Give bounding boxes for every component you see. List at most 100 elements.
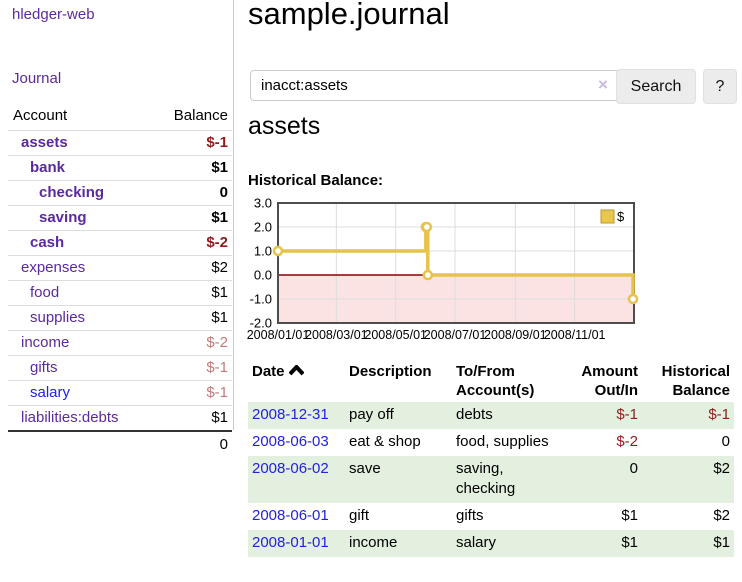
help-button[interactable]: ? <box>703 69 737 104</box>
account-row: supplies $1 <box>8 305 232 330</box>
transaction-cell: $-1 <box>616 406 638 423</box>
transaction-date-link[interactable]: 2008-01-01 <box>252 534 329 551</box>
account-row: cash $-2 <box>8 230 232 255</box>
transaction-row: 2008-01-01 income salary $1 $1 <box>248 530 734 557</box>
y-tick-label: -2.0 <box>250 316 272 331</box>
search-form: × Search ? <box>248 69 742 105</box>
account-link-income[interactable]: income <box>21 334 70 351</box>
search-button[interactable]: Search <box>616 69 696 104</box>
account-page-title: assets <box>248 112 321 140</box>
x-tick-label: 2008/03/01 <box>305 328 368 342</box>
y-tick-label: -1.0 <box>250 292 272 307</box>
account-row: checking 0 <box>8 180 232 205</box>
transaction-date-cell: 2008-01-01 <box>248 530 345 557</box>
main-content: sample.journal × Search ? assets Histori… <box>247 0 742 582</box>
transaction-row: 2008-06-03 eat & shop food, supplies $-2 0 <box>248 429 734 456</box>
account-link-saving[interactable]: saving <box>39 209 87 226</box>
transaction-cell: 0 <box>629 460 638 477</box>
accounts-table: Account Balance assets $-1 bank $1 checking 0… <box>8 103 232 457</box>
historical-balance-chart: 3.0 2.0 1.0 0.0 -1.0 -2.02008/01/012008/03/01… <box>247 196 639 342</box>
account-balance: $-1 <box>206 134 228 151</box>
account-balance: $1 <box>211 284 228 301</box>
account-balance: $-2 <box>206 334 228 351</box>
transaction-cell: 0 <box>721 433 730 450</box>
data-point-marker <box>421 221 433 233</box>
y-tick-label: 1.0 <box>254 244 272 259</box>
account-balance: $1 <box>211 209 228 226</box>
account-balance: $1 <box>211 309 228 326</box>
col-header-date[interactable]: Date <box>248 360 345 402</box>
account-row: gifts $-1 <box>8 355 232 380</box>
chart-label: Historical Balance: <box>248 172 384 189</box>
transaction-date-cell: 2008-06-03 <box>248 429 345 456</box>
account-balance: $1 <box>211 409 228 426</box>
account-balance: $-1 <box>206 359 228 376</box>
account-link-expenses[interactable]: expenses <box>21 259 86 276</box>
x-tick-label: 2008/01/01 <box>247 328 310 342</box>
account-link-supplies[interactable]: supplies <box>30 309 86 326</box>
transaction-date-link[interactable]: 2008-06-02 <box>252 460 329 477</box>
x-tick-label: 2008/07/01 <box>424 328 487 342</box>
transaction-row: 2008-12-31 pay off debts $-1 $-1 <box>248 402 734 429</box>
legend-label: $ <box>617 209 625 224</box>
col-header-amount[interactable]: Amount Out/In <box>581 363 638 399</box>
account-link-cash[interactable]: cash <box>30 234 65 251</box>
transaction-cell: eat & shop <box>349 433 421 450</box>
search-input[interactable] <box>250 70 634 101</box>
transaction-date-cell: 2008-06-02 <box>248 456 345 503</box>
sidebar: hledger-web Journal Account Balance asse… <box>0 0 234 453</box>
transaction-cell: $1 <box>713 534 730 551</box>
sidebar-item-journal[interactable]: Journal <box>12 70 62 87</box>
transaction-cell: saving, checking <box>456 460 516 497</box>
col-header-accounts[interactable]: To/From Account(s) <box>456 363 535 399</box>
brand-link[interactable]: hledger-web <box>12 6 95 23</box>
account-link-bank[interactable]: bank <box>30 159 66 176</box>
y-tick-label: 3.0 <box>254 196 272 211</box>
account-link-liabilities-debts[interactable]: liabilities:debts <box>21 409 119 426</box>
col-header-balance[interactable]: Historical Balance <box>661 363 730 399</box>
transaction-cell: income <box>349 534 398 551</box>
account-row: bank $1 <box>8 155 232 180</box>
account-balance: $1 <box>211 159 228 176</box>
account-row: expenses $2 <box>8 255 232 280</box>
x-tick-label: 2008/09/01 <box>484 328 547 342</box>
accounts-total-row: 0 <box>8 430 232 457</box>
transaction-cell: $1 <box>621 507 638 524</box>
account-row: saving $1 <box>8 205 232 230</box>
account-link-food[interactable]: food <box>30 284 60 301</box>
accounts-table-header: Account Balance <box>8 103 232 130</box>
transaction-date-link[interactable]: 2008-12-31 <box>252 406 329 423</box>
account-balance: $2 <box>211 259 228 276</box>
transaction-row: 2008-06-02 save saving, checking 0 $2 <box>248 456 734 503</box>
account-row: salary $-1 <box>8 380 232 405</box>
transaction-cell: $-1 <box>708 406 730 423</box>
transaction-cell: gift <box>349 507 370 524</box>
legend-swatch <box>600 209 615 224</box>
transaction-date-link[interactable]: 2008-06-01 <box>252 507 329 524</box>
transaction-cell: salary <box>456 534 497 551</box>
transaction-cell: debts <box>456 406 493 423</box>
sort-ascending-icon <box>288 362 304 381</box>
account-balance: $-1 <box>206 384 228 401</box>
total-balance: 0 <box>219 436 228 453</box>
transaction-date-cell: 2008-06-01 <box>248 503 345 530</box>
account-link-gifts[interactable]: gifts <box>30 359 58 376</box>
transaction-cell: pay off <box>349 406 394 423</box>
clear-search-icon[interactable]: × <box>598 75 608 94</box>
data-point-marker <box>422 269 434 281</box>
transaction-row: 2008-06-01 gift gifts $1 $2 <box>248 503 734 530</box>
page-title: sample.journal <box>248 0 450 31</box>
account-link-salary[interactable]: salary <box>30 384 71 401</box>
balance-column-header: Balance <box>173 107 228 124</box>
transactions-header-row: Date Description To/From Account(s) Amou… <box>248 360 734 402</box>
account-balance: $-2 <box>206 234 228 251</box>
account-link-checking[interactable]: checking <box>39 184 105 201</box>
data-point-marker <box>627 293 639 305</box>
transaction-date-link[interactable]: 2008-06-03 <box>252 433 329 450</box>
account-link-assets[interactable]: assets <box>21 134 68 151</box>
transactions-table: Date Description To/From Account(s) Amou… <box>248 360 734 557</box>
transaction-cell: food, supplies <box>456 433 549 450</box>
col-header-description[interactable]: Description <box>349 363 432 380</box>
data-point-marker <box>272 245 284 257</box>
